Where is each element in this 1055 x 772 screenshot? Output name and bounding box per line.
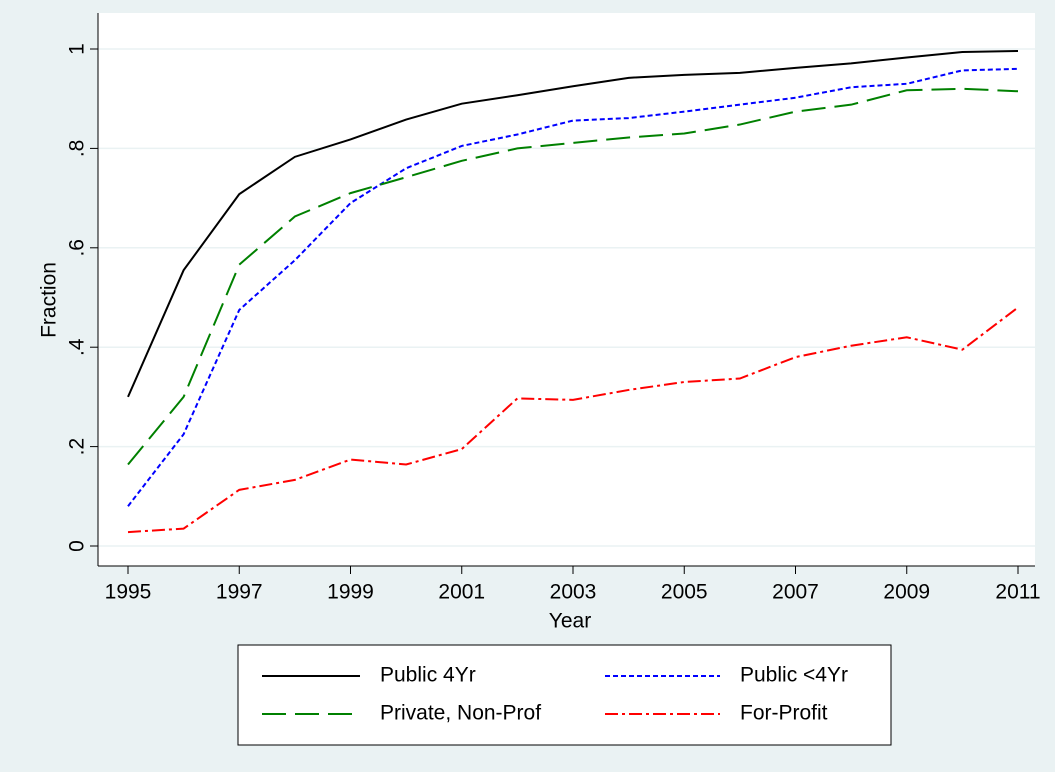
y-tick-label: .6 bbox=[66, 239, 89, 257]
x-tick-label: 2009 bbox=[883, 581, 930, 604]
y-tick-label: .4 bbox=[66, 338, 89, 356]
legend-label: Private, Non-Prof bbox=[380, 702, 541, 725]
x-tick-label: 2003 bbox=[550, 581, 597, 604]
y-axis-title: Fraction bbox=[38, 262, 61, 338]
legend-label: Public <4Yr bbox=[740, 664, 848, 687]
legend: Public 4Yr Public <4Yr Private, Non-Prof Fo… bbox=[237, 644, 892, 746]
legend-label: For-Profit bbox=[740, 702, 828, 725]
plot-area bbox=[98, 13, 1035, 566]
y-tick-label: 0 bbox=[66, 540, 89, 552]
data-line bbox=[127, 49, 1019, 398]
y-tick-label: .8 bbox=[66, 140, 89, 158]
x-axis-title: Year bbox=[549, 610, 591, 633]
data-line bbox=[127, 87, 1019, 466]
x-tick-label: 2011 bbox=[995, 581, 1040, 604]
data-line bbox=[127, 306, 1019, 534]
legend-box bbox=[237, 644, 892, 746]
x-tick-label: 1997 bbox=[216, 581, 263, 604]
y-tick-label: 1 bbox=[66, 43, 89, 55]
y-tick-label: .2 bbox=[66, 438, 89, 456]
x-tick-label: 2005 bbox=[661, 581, 708, 604]
data-line bbox=[127, 67, 1019, 507]
x-tick-label: 2007 bbox=[772, 581, 819, 604]
x-tick-label: 2001 bbox=[438, 581, 485, 604]
legend-label: Public 4Yr bbox=[380, 664, 476, 687]
x-tick-label: 1995 bbox=[105, 581, 152, 604]
x-tick-label: 1999 bbox=[327, 581, 374, 604]
